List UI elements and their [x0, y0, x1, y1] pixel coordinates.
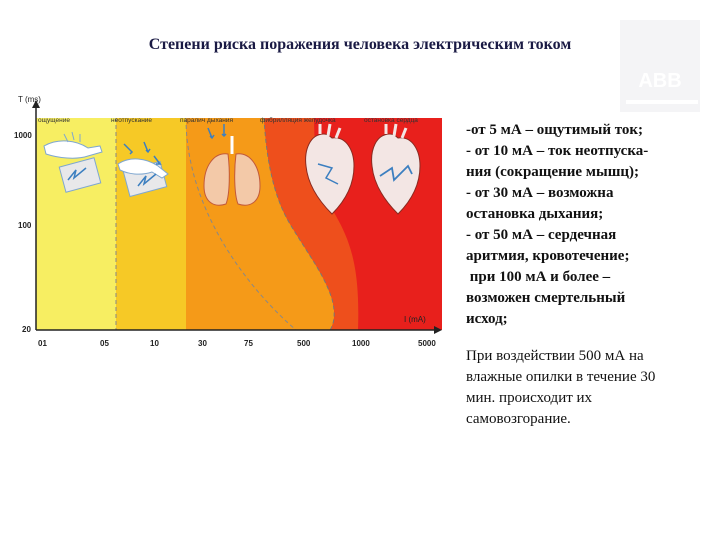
risk-item-100ma: при 100 мА и более – возможен смертельны…: [466, 269, 626, 327]
x-tick-05: 05: [100, 339, 109, 348]
zone-label-perception: ощущение: [38, 117, 70, 124]
zone-label-let-go: неотпускание: [111, 117, 152, 124]
x-tick-10: 10: [150, 339, 159, 348]
x-tick-1000: 1000: [352, 339, 370, 348]
logo-letters: ABB: [638, 70, 682, 92]
slide-title: Степени риска поражения человека электри…: [148, 36, 572, 53]
heart-icon: [305, 123, 355, 215]
logo-underline: [626, 100, 698, 104]
lungs-icon: [203, 124, 261, 206]
y-tick-1000: 1000: [14, 131, 32, 140]
abb-logo: ABB: [620, 20, 700, 112]
x-axis-label: I (mA): [404, 315, 426, 324]
boundary-fibrillation: [263, 117, 335, 331]
ignition-note: При воздействии 500 мА на влажные опилки…: [466, 348, 656, 427]
risk-item-30ma: - от 30 мА – возможна остановка дыхания;: [466, 185, 614, 222]
zone-fibrillation-band: [264, 118, 359, 330]
risk-item-5ma: -от 5 мА – ощутимый ток;: [466, 122, 644, 138]
risk-item-10ma: - от 10 мА – ток неотпуска- ния (сокраще…: [466, 143, 649, 180]
risk-chart-svg: T (ms) I (mA) 1000 100 20 01 05 10 30 75…: [14, 95, 442, 348]
risk-description: -от 5 мА – ощутимый ток; - от 10 мА – то…: [466, 120, 706, 430]
y-tick-20: 20: [22, 325, 31, 334]
hand-grip-icon: [117, 141, 169, 198]
x-tick-30: 30: [198, 339, 207, 348]
zone-label-cardiac-arrest: остановка сердца: [364, 117, 418, 124]
x-tick-75: 75: [244, 339, 253, 348]
x-axis-arrow: [434, 326, 442, 334]
zone-label-paralysis: паралич дыхания: [180, 117, 233, 124]
hand-touch-icon: [43, 131, 103, 193]
x-tick-500: 500: [297, 339, 311, 348]
electric-shock-risk-chart: T (ms) I (mA) 1000 100 20 01 05 10 30 75…: [14, 94, 446, 352]
zone-let-go: [116, 118, 186, 330]
heart-arrest-icon: [371, 123, 421, 215]
x-tick-5000: 5000: [418, 339, 436, 348]
y-axis-label: T (ms): [18, 95, 41, 104]
y-axis-arrow: [32, 100, 40, 108]
y-tick-100: 100: [18, 221, 32, 230]
risk-item-50ma: - от 50 мА – сердечная аритмия, кровотеч…: [466, 227, 630, 264]
boundary-paralysis: [185, 117, 297, 331]
x-tick-01: 01: [38, 339, 47, 348]
zone-label-fibrillation: фибрилляция желудочка: [260, 116, 336, 124]
